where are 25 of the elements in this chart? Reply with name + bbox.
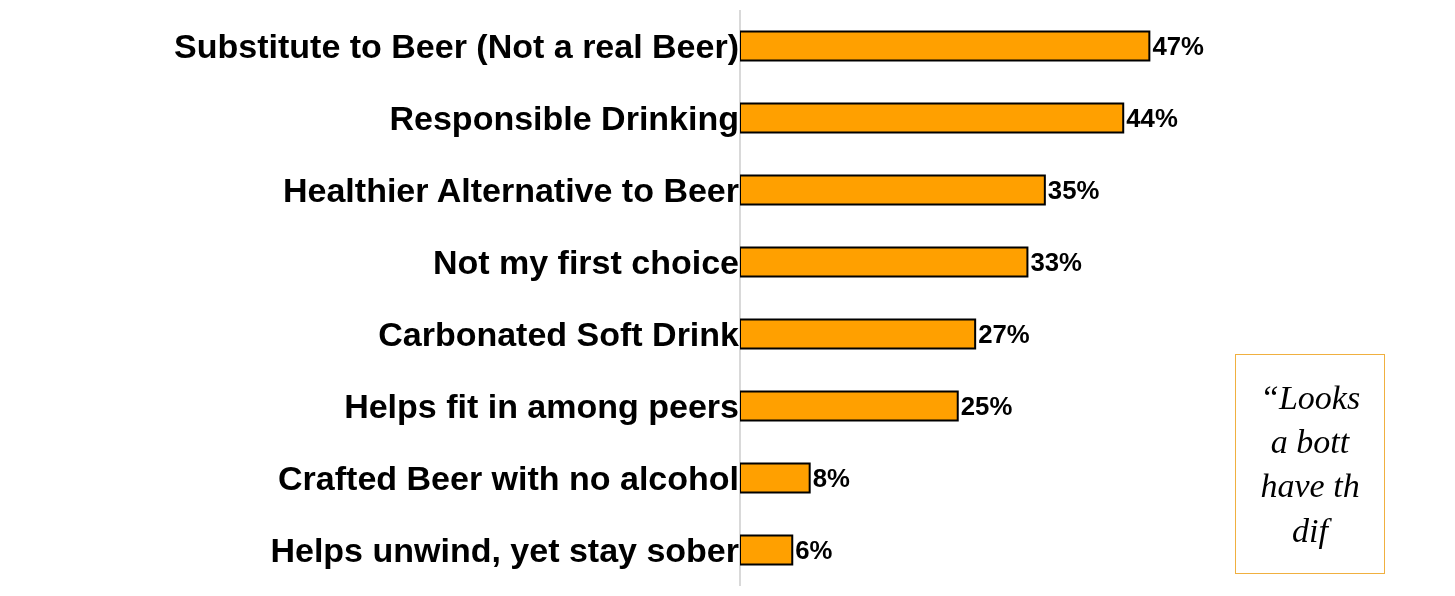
bar (740, 318, 977, 350)
y-tick-label: Crafted Beer with no alcohol (278, 458, 739, 497)
data-label: 8% (812, 464, 851, 493)
data-label: 35% (1047, 176, 1100, 205)
data-label: 44% (1126, 104, 1178, 133)
y-tick-label: Helps unwind, yet stay sober (270, 530, 739, 569)
bar (740, 30, 1151, 62)
y-tick-label: Carbonated Soft Drink (378, 314, 740, 353)
bar (740, 246, 1029, 278)
y-tick-label: Helps fit in among peers (344, 386, 739, 425)
bar (740, 390, 959, 422)
data-label: 47% (1152, 32, 1205, 61)
data-label: 25% (960, 392, 1013, 421)
bar (740, 102, 1125, 134)
data-label: 33% (1030, 248, 1083, 277)
bar (740, 534, 794, 566)
data-label: 27% (978, 320, 1030, 349)
y-tick-label: Healthier Alternative to Beer (283, 170, 739, 209)
bar (740, 174, 1046, 206)
data-label: 6% (795, 536, 833, 565)
text: “Looks a bott have th dif (1260, 379, 1361, 549)
y-tick-label: Responsible Drinking (389, 98, 739, 137)
y-tick-label: Not my first choice (432, 242, 739, 281)
bar (740, 462, 811, 494)
y-tick-label: Substitute to Beer (Not a real Beer) (174, 26, 739, 65)
